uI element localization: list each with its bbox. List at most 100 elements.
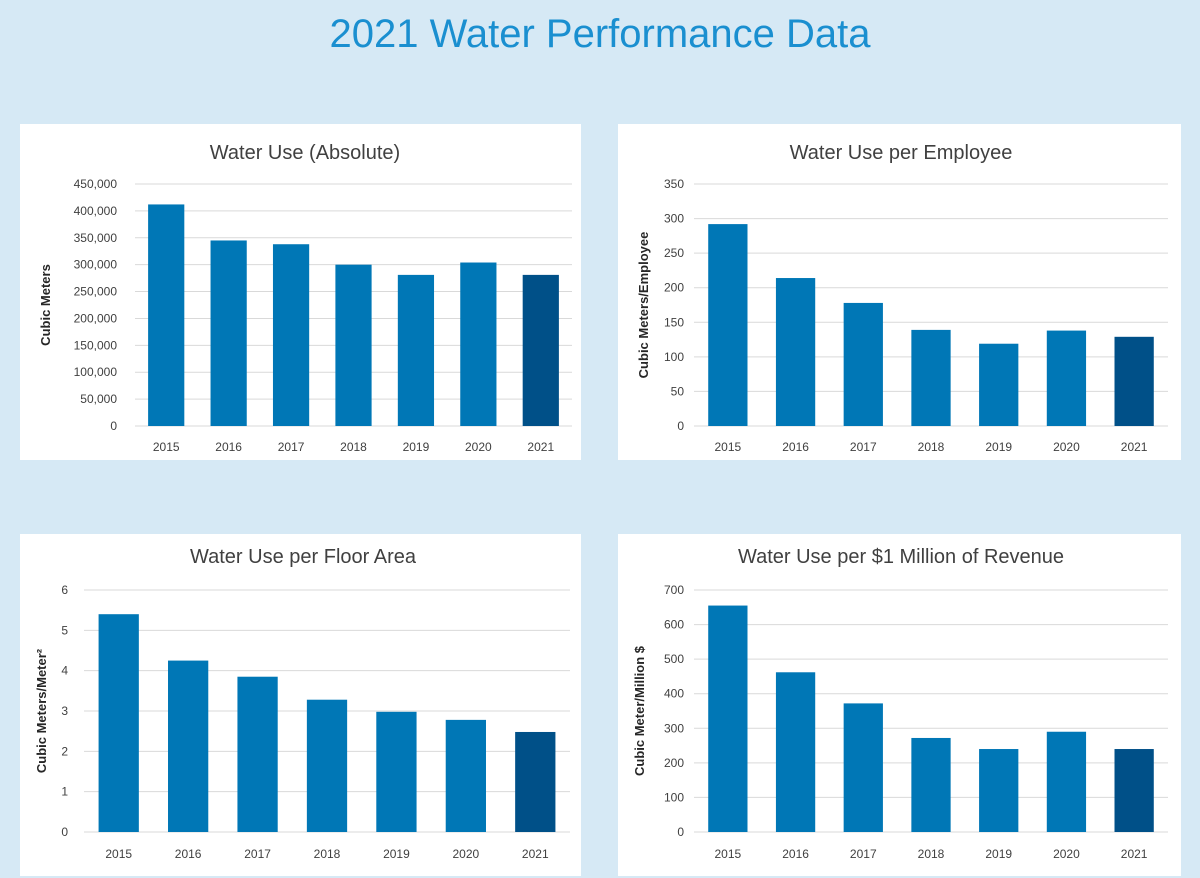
bar-2020 <box>1046 731 1087 832</box>
chart-title: Water Use per Employee <box>790 142 1013 164</box>
chart-panel-water-use-per-floor-area: Water Use per Floor Area 0 1 2 3 4 5 6 Cubic Met… <box>20 534 581 876</box>
y-tick-label: 300,000 <box>74 258 118 272</box>
y-tick-label: 600 <box>664 618 684 632</box>
bar-2019 <box>376 711 417 832</box>
chart-title: Water Use per $1 Million of Revenue <box>738 546 1064 568</box>
y-tick-label: 3 <box>61 704 68 718</box>
bar-2016 <box>775 278 816 426</box>
bar-2016 <box>210 240 247 426</box>
y-tick-label: 300 <box>664 721 684 735</box>
bar-2019 <box>397 274 435 426</box>
x-tick-label: 2018 <box>918 847 945 861</box>
bar-2020 <box>1046 330 1087 426</box>
bar-2020 <box>460 262 497 426</box>
bar-2015 <box>148 204 185 426</box>
bar-2016 <box>775 672 816 832</box>
bar-2018 <box>335 264 372 426</box>
bar-2021 <box>1114 336 1154 426</box>
y-tick-label: 0 <box>677 825 684 839</box>
y-tick-label: 350,000 <box>74 231 118 245</box>
x-tick-label: 2020 <box>1053 440 1080 454</box>
x-tick-label: 2017 <box>278 440 305 454</box>
y-tick-label: 4 <box>61 664 68 678</box>
x-tick-label: 2016 <box>782 847 809 861</box>
chart-title: Water Use (Absolute) <box>210 142 400 164</box>
y-tick-label: 150 <box>664 315 684 329</box>
y-tick-label: 0 <box>110 419 117 433</box>
bar-2017 <box>237 676 278 832</box>
y-tick-label: 500 <box>664 652 684 666</box>
x-tick-label: 2017 <box>850 847 877 861</box>
y-tick-label: 400 <box>664 687 684 701</box>
y-tick-label: 0 <box>61 825 68 839</box>
x-tick-label: 2018 <box>918 440 945 454</box>
y-tick-label: 250,000 <box>74 285 118 299</box>
y-tick-label: 5 <box>61 623 68 637</box>
y-tick-label: 100 <box>664 350 684 364</box>
x-tick-label: 2016 <box>215 440 242 454</box>
x-tick-label: 2015 <box>105 847 132 861</box>
x-tick-label: 2017 <box>850 440 877 454</box>
x-tick-label: 2015 <box>715 440 742 454</box>
y-tick-label: 200,000 <box>74 311 118 325</box>
x-tick-label: 2019 <box>383 847 410 861</box>
bar-2018 <box>911 329 951 426</box>
chart-svg: Water Use per Employee 0 50 100 150 200 250 300… <box>636 142 1168 454</box>
y-tick-label: 200 <box>664 756 684 770</box>
bar-2015 <box>98 614 139 832</box>
bar-2018 <box>306 699 348 832</box>
y-axis-label: Cubic Meters/Employee <box>636 232 651 379</box>
bar-2017 <box>843 302 883 426</box>
chart-title: Water Use per Floor Area <box>190 546 417 568</box>
x-tick-label: 2020 <box>465 440 492 454</box>
y-tick-label: 150,000 <box>74 338 118 352</box>
y-tick-label: 1 <box>61 785 68 799</box>
y-axis-label: Cubic Meters/Meter² <box>34 648 49 773</box>
chart-svg: Water Use (Absolute) 0 50,000 100,000 150,00… <box>38 142 572 454</box>
bar-2017 <box>272 244 310 426</box>
y-tick-label: 250 <box>664 246 684 260</box>
y-tick-label: 50,000 <box>80 392 117 406</box>
x-tick-label: 2020 <box>453 847 480 861</box>
y-axis-label: Cubic Meters <box>38 264 53 346</box>
y-tick-label: 700 <box>664 583 684 597</box>
y-tick-label: 6 <box>61 583 68 597</box>
bar-2019 <box>979 343 1019 426</box>
x-tick-label: 2019 <box>985 847 1012 861</box>
x-tick-label: 2017 <box>244 847 271 861</box>
bar-2017 <box>843 703 883 832</box>
x-tick-label: 2021 <box>527 440 554 454</box>
y-axis-label: Cubic Meter/Million $ <box>632 645 647 776</box>
chart-panel-water-use-absolute: Water Use (Absolute) 0 50,000 100,000 150,00… <box>20 124 581 460</box>
x-tick-label: 2019 <box>403 440 430 454</box>
x-tick-label: 2015 <box>153 440 180 454</box>
y-tick-label: 0 <box>677 419 684 433</box>
x-tick-label: 2015 <box>715 847 742 861</box>
chart-svg: Water Use per Floor Area 0 1 2 3 4 5 6 Cubic Met… <box>34 546 570 861</box>
chart-panel-water-use-per-revenue: Water Use per $1 Million of Revenue 0 100 2… <box>618 534 1181 876</box>
bar-2020 <box>445 719 486 832</box>
bar-2015 <box>708 224 748 426</box>
x-tick-label: 2016 <box>782 440 809 454</box>
bar-2021 <box>515 731 556 832</box>
y-tick-label: 450,000 <box>74 177 118 191</box>
chart-svg: Water Use per $1 Million of Revenue 0 100 2… <box>632 546 1168 861</box>
y-tick-label: 200 <box>664 281 684 295</box>
page-title: 2021 Water Performance Data <box>329 12 871 56</box>
y-tick-label: 350 <box>664 177 684 191</box>
y-tick-label: 100,000 <box>74 365 118 379</box>
y-tick-label: 300 <box>664 212 684 226</box>
x-tick-label: 2016 <box>175 847 202 861</box>
chart-panel-water-use-per-employee: Water Use per Employee 0 50 100 150 200 250 300… <box>618 124 1181 460</box>
bar-2021 <box>1114 749 1154 832</box>
x-tick-label: 2021 <box>522 847 549 861</box>
x-tick-label: 2019 <box>985 440 1012 454</box>
bar-2016 <box>168 660 209 832</box>
y-tick-label: 2 <box>61 744 68 758</box>
x-tick-label: 2020 <box>1053 847 1080 861</box>
x-tick-label: 2021 <box>1121 440 1148 454</box>
x-tick-label: 2018 <box>314 847 341 861</box>
y-tick-label: 400,000 <box>74 204 118 218</box>
bar-2018 <box>911 737 951 832</box>
x-tick-label: 2021 <box>1121 847 1148 861</box>
